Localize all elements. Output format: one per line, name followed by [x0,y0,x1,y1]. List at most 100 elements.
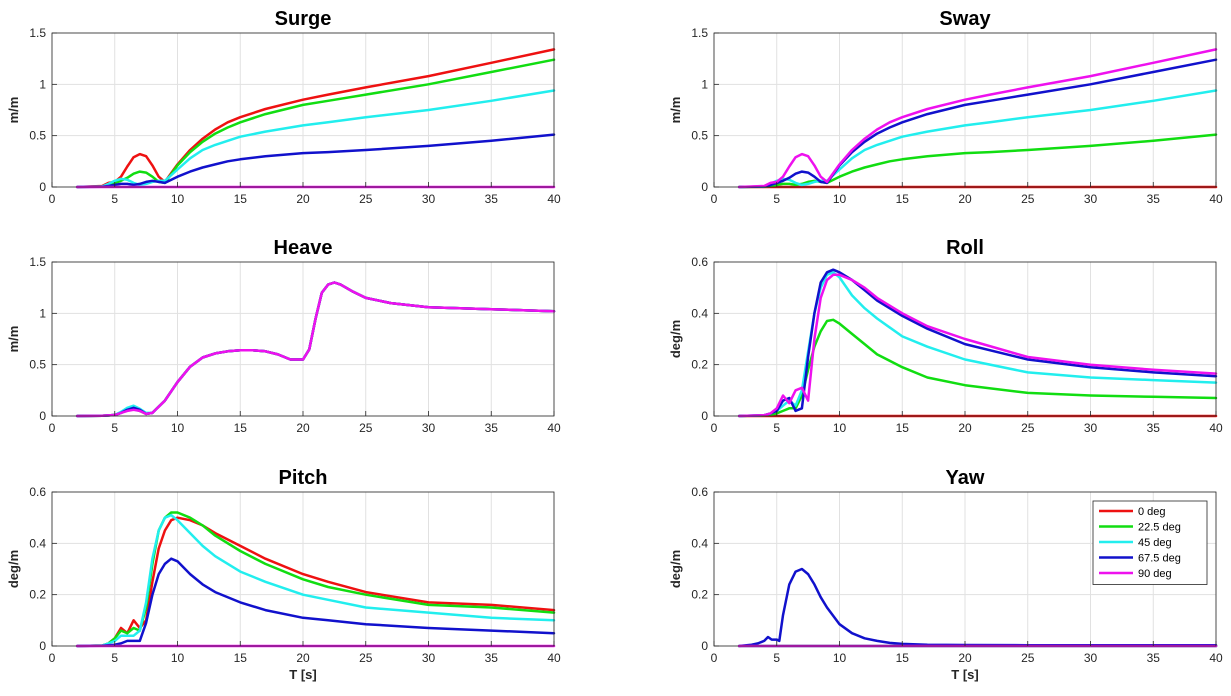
x-tick-label: 5 [773,651,780,665]
y-tick-label: 0 [701,639,708,653]
x-tick-label: 10 [833,421,847,435]
x-tick-label: 40 [547,192,561,206]
y-tick-label: 0.6 [691,255,708,269]
x-tick-label: 15 [234,192,248,206]
series-line-22-5-deg [737,318,1218,418]
y-tick-label: 0 [701,409,708,423]
x-tick-label: 30 [1084,421,1098,435]
y-tick-label: 0.5 [29,358,46,372]
x-tick-label: 5 [773,421,780,435]
series-line-90-deg [75,281,556,418]
y-tick-label: 1 [39,306,46,320]
x-tick-label: 40 [1209,651,1223,665]
y-axis-label: deg/m [6,550,21,588]
x-tick-label: 0 [49,651,56,665]
series-line-45-deg [737,271,1218,418]
x-tick-label: 30 [1084,651,1098,665]
x-tick-label: 15 [234,421,248,435]
x-tick-label: 5 [111,421,118,435]
x-tick-label: 30 [422,192,436,206]
legend-entry: 90 deg [1138,568,1172,580]
x-tick-label: 25 [1021,651,1035,665]
x-tick-label: 30 [1084,192,1098,206]
y-tick-label: 1.5 [29,255,46,269]
x-tick-label: 20 [958,421,972,435]
y-axis-label: m/m [6,326,21,353]
y-tick-label: 0.6 [691,485,708,499]
x-tick-label: 0 [711,421,718,435]
series-line-22-5-deg [75,58,556,189]
x-tick-label: 15 [234,651,248,665]
series-line-67-5-deg [75,557,556,648]
x-tick-label: 20 [958,651,972,665]
x-tick-label: 25 [1021,421,1035,435]
y-tick-label: 0 [39,180,46,194]
series-line-45-deg [75,89,556,189]
x-tick-label: 25 [359,421,373,435]
x-tick-label: 35 [1147,651,1161,665]
x-tick-label: 35 [485,651,499,665]
series-line-90-deg [737,48,1218,189]
x-tick-label: 40 [547,421,561,435]
x-tick-label: 20 [958,192,972,206]
x-tick-label: 0 [49,421,56,435]
x-tick-label: 35 [485,192,499,206]
subplot-heave: 0 5 10 15 20 25 30 35 40 0 0.5 1 1.5 Heave m/m [6,237,561,435]
y-axis-label: deg/m [668,550,683,588]
x-tick-label: 20 [296,421,310,435]
x-tick-label: 25 [359,651,373,665]
y-tick-label: 0.5 [29,129,46,143]
subplot-pitch: 0 5 10 15 20 25 30 35 40 0 0.2 0.4 0.6 Pitch deg/m T [s… [6,467,561,682]
x-tick-label: 35 [485,421,499,435]
series-line-67-5-deg [75,133,556,189]
x-tick-label: 40 [1209,421,1223,435]
y-tick-label: 0 [39,639,46,653]
x-tick-label: 15 [896,192,910,206]
series-line-45-deg [75,513,556,648]
x-tick-label: 5 [111,192,118,206]
y-tick-label: 0.4 [691,306,708,320]
y-axis-label: deg/m [668,320,683,358]
subplot-roll: 0 5 10 15 20 25 30 35 40 0 0.2 0.4 0.6 Roll deg/m [668,237,1223,435]
y-tick-label: 0.5 [691,129,708,143]
y-axis-label: m/m [668,97,683,124]
x-tick-label: 10 [833,192,847,206]
series-line-90-deg [737,273,1218,418]
series-line-0-deg [75,516,556,648]
x-axis-label: T [s] [951,667,978,682]
x-tick-label: 10 [171,651,185,665]
chart-title: Sway [939,8,991,30]
series-line-22-5-deg [75,511,556,648]
legend: 0 deg 22.5 deg 45 deg 67.5 deg 90 deg [1092,500,1208,585]
y-tick-label: 1.5 [29,26,46,40]
y-tick-label: 0.4 [691,536,708,550]
x-tick-label: 5 [773,192,780,206]
x-tick-label: 15 [896,651,910,665]
x-tick-label: 30 [422,651,436,665]
subplot-sway: 0 5 10 15 20 25 30 35 40 0 0.5 1 1.5 Sway m/m [668,8,1223,206]
y-axis-label: m/m [6,97,21,124]
subplot-yaw: 0 5 10 15 20 25 30 35 40 0 0.2 0.4 0.6 Yaw deg/m T [s] 0… [668,467,1223,682]
chart-title: Roll [946,237,984,259]
y-tick-label: 0.2 [29,588,46,602]
x-tick-label: 20 [296,192,310,206]
x-tick-label: 40 [547,651,561,665]
x-tick-label: 0 [711,192,718,206]
x-tick-label: 15 [896,421,910,435]
y-tick-label: 1 [701,77,708,91]
x-tick-label: 5 [111,651,118,665]
legend-entry: 45 deg [1138,537,1172,549]
chart-title: Surge [275,8,332,30]
y-tick-label: 0 [39,409,46,423]
legend-entry: 0 deg [1138,506,1166,518]
series-line-45-deg [737,89,1218,189]
series-line-22-5-deg [737,133,1218,189]
x-tick-label: 35 [1147,421,1161,435]
x-tick-label: 0 [49,192,56,206]
y-tick-label: 0.2 [691,358,708,372]
x-tick-label: 10 [833,651,847,665]
chart-title: Yaw [946,467,985,489]
y-tick-label: 0.2 [691,588,708,602]
chart-title: Pitch [279,467,328,489]
